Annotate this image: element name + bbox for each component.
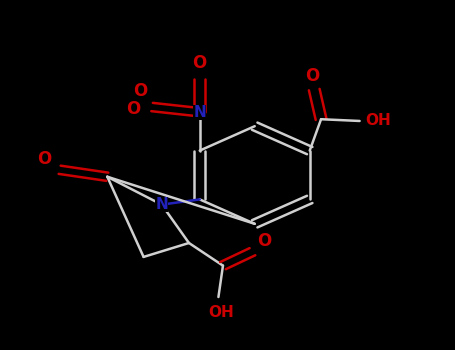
Text: O: O — [305, 66, 319, 85]
Text: OH: OH — [208, 305, 233, 320]
Text: O: O — [37, 150, 51, 168]
Text: O: O — [134, 82, 148, 100]
Text: O: O — [126, 100, 140, 118]
Text: N: N — [193, 105, 206, 120]
Text: O: O — [257, 232, 271, 250]
Text: N: N — [155, 197, 168, 212]
Text: OH: OH — [365, 113, 391, 128]
Text: O: O — [192, 55, 207, 72]
